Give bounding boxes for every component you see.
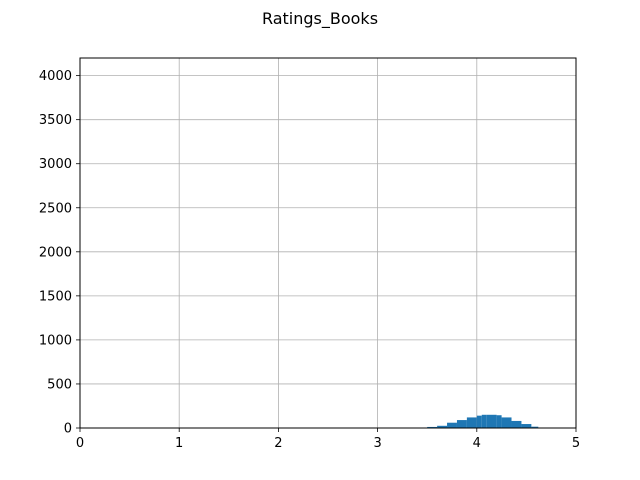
- grid-layer: [79, 58, 577, 429]
- y-tick-label: 2500: [39, 201, 72, 216]
- histogram-bar: [456, 420, 467, 428]
- y-tick-label: 3000: [39, 157, 72, 172]
- histogram-bar: [466, 417, 477, 428]
- histogram-bar: [496, 415, 502, 428]
- x-tick-label: 1: [175, 436, 183, 451]
- x-tick-label: 4: [473, 436, 481, 451]
- y-tick-label: 1500: [39, 289, 72, 304]
- x-tick-label: 3: [373, 436, 381, 451]
- plot-frame: [79, 57, 577, 429]
- y-tick-label: 1000: [39, 333, 72, 348]
- x-tick-label: 2: [274, 436, 282, 451]
- histogram-bar: [437, 425, 448, 428]
- y-tick-label: 4000: [39, 69, 72, 84]
- histogram-bar: [481, 414, 487, 428]
- ticks-layer: 0 1 2 3 4 5 0 500 1000 1500 2000 2500 3000 3500 4000: [39, 69, 580, 451]
- bars-layer: [417, 414, 547, 428]
- x-tick-label: 0: [76, 436, 84, 451]
- histogram-bar: [521, 424, 532, 428]
- histogram-bar: [531, 426, 539, 428]
- histogram-bar: [447, 422, 457, 428]
- histogram-bar: [511, 420, 522, 428]
- y-tick-label: 3500: [39, 113, 72, 128]
- histogram-bar: [501, 417, 512, 428]
- x-tick-label: 5: [572, 436, 580, 451]
- histogram-bar: [486, 414, 497, 428]
- histogram-bar: [427, 426, 438, 428]
- y-tick-label: 0: [64, 422, 72, 437]
- chart-title: Ratings_Books: [262, 9, 378, 29]
- y-tick-label: 2000: [39, 245, 72, 260]
- histogram-bar: [476, 415, 482, 428]
- y-tick-label: 500: [47, 377, 72, 392]
